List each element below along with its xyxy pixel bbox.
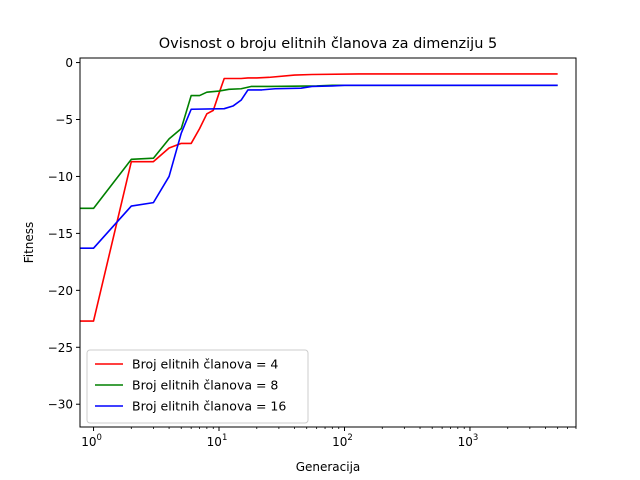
series-line-3: [80, 84, 558, 249]
series-line-1: [80, 73, 558, 322]
y-tick-label: −5: [55, 113, 73, 127]
legend-label-3: Broj elitnih članova = 16: [132, 399, 286, 414]
x-tick-label-exponent: 2: [347, 433, 352, 443]
chart-title: Ovisnost o broju elitnih članova za dime…: [159, 36, 497, 52]
x-tick-label: 101: [207, 433, 228, 449]
legend: Broj elitnih članova = 4 Broj elitnih čla…: [86, 349, 309, 424]
x-tick-label: 103: [458, 433, 479, 449]
x-axis: 100 101 102 103: [81, 427, 577, 449]
y-tick-label: 0: [65, 56, 73, 70]
x-axis-title: Generacija: [296, 460, 361, 474]
x-tick-label: 100: [81, 433, 102, 449]
y-tick-label: −10: [48, 170, 73, 184]
y-axis: 0 −5 −10 −15 −20 −25 −30: [48, 56, 80, 412]
y-tick-label: −30: [48, 398, 73, 412]
x-tick-label: 102: [332, 433, 353, 449]
legend-label-1: Broj elitnih članova = 4: [132, 357, 278, 372]
series-line-2: [80, 84, 558, 210]
x-tick-label-exponent: 1: [222, 433, 227, 443]
x-tick-label-exponent: 0: [96, 433, 101, 443]
y-tick-label: −15: [48, 227, 73, 241]
plot-frame: [79, 57, 577, 428]
x-tick-label-exponent: 3: [473, 433, 478, 443]
x-tick-label-base: 10: [207, 435, 222, 449]
legend-box: [86, 349, 309, 424]
y-tick-label: −25: [48, 341, 73, 355]
y-tick-label: −20: [48, 284, 73, 298]
x-tick-label-base: 10: [81, 435, 96, 449]
legend-label-2: Broj elitnih članova = 8: [132, 378, 278, 393]
y-axis-title: Fitness: [22, 222, 36, 264]
series-layer: [80, 73, 558, 322]
x-tick-label-base: 10: [332, 435, 347, 449]
x-tick-label-base: 10: [458, 435, 473, 449]
